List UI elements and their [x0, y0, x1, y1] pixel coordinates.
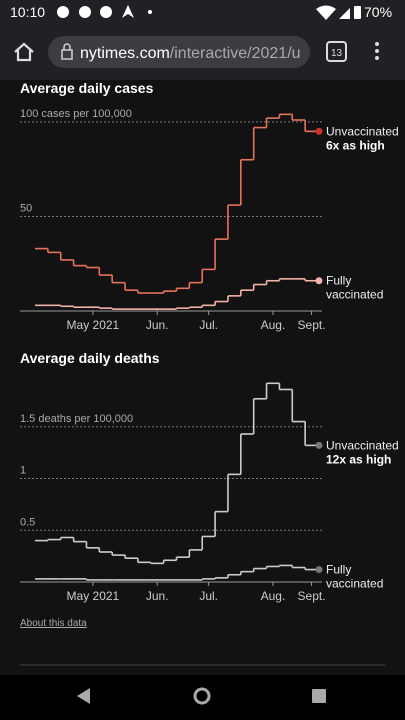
y-tick-label: 100 cases per 100,000 — [20, 108, 132, 120]
x-tick-label: Sept. — [298, 589, 326, 603]
series-label: Unvaccinated — [326, 438, 399, 452]
y-tick-label: 0.5 — [20, 516, 35, 528]
menu-button[interactable] — [375, 42, 379, 60]
x-tick-label: Jun. — [146, 318, 169, 332]
clock: 10:10 — [10, 4, 45, 20]
series-annotation: 6x as high — [326, 138, 385, 152]
home-button[interactable] — [14, 42, 34, 62]
url-path: /interactive/2021/u — [170, 45, 301, 62]
recents-button[interactable] — [312, 689, 326, 703]
url-bar[interactable] — [48, 36, 310, 68]
back-button[interactable] — [77, 688, 90, 704]
url-domain: nytimes.com — [80, 45, 170, 62]
tabs-button[interactable] — [326, 41, 347, 62]
series-label-line: Fully — [326, 563, 351, 577]
series-annotation: 12x as high — [326, 452, 391, 466]
x-tick-label: Aug. — [261, 318, 286, 332]
y-tick-label: 1 — [20, 465, 26, 477]
chart-title: Average daily cases — [20, 80, 154, 96]
x-tick-label: Jul. — [199, 589, 218, 603]
series-label-line: Fully — [326, 274, 351, 288]
about-link[interactable]: About this data — [20, 618, 87, 629]
x-tick-label: Jul. — [199, 318, 218, 332]
nav-bar — [0, 675, 405, 720]
end-dot — [315, 127, 323, 135]
x-tick-label: Sept. — [298, 318, 326, 332]
series-label: Fully vaccinated — [326, 274, 383, 302]
x-tick-label: May 2021 — [67, 589, 120, 603]
series-label-line: vaccinated — [326, 288, 383, 302]
lock-icon — [61, 43, 73, 60]
chart-title: Average daily deaths — [20, 350, 160, 366]
y-tick-label: 50 — [20, 202, 32, 214]
tab-count: 13 — [331, 48, 343, 59]
x-tick-label: May 2021 — [67, 318, 120, 332]
x-tick-label: Aug. — [261, 589, 286, 603]
series-label: Fully vaccinated — [326, 563, 383, 591]
url: nytimes.com/interactive/2021/u — [80, 45, 301, 62]
end-dot — [315, 441, 323, 449]
end-dot — [315, 277, 323, 285]
status-icons — [57, 5, 361, 20]
x-tick-label: Jun. — [146, 589, 169, 603]
home-nav[interactable] — [193, 687, 211, 705]
series-label-line: vaccinated — [326, 577, 383, 591]
battery: 70% — [364, 4, 392, 20]
y-tick-label: 1.5 deaths per 100,000 — [20, 413, 133, 425]
end-dot — [315, 566, 323, 574]
series-label: Unvaccinated — [326, 124, 399, 138]
